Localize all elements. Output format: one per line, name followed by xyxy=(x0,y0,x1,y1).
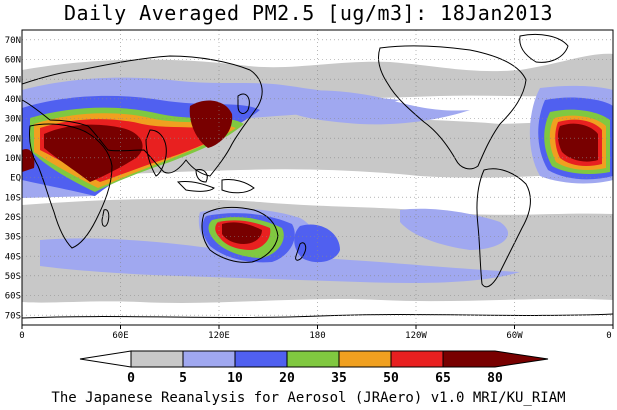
y-tick-label: 70N xyxy=(5,36,21,46)
colorbar-swatch xyxy=(234,350,288,368)
y-tick-label: 60S xyxy=(5,292,21,302)
colorbar-label: 5 xyxy=(179,371,187,386)
colorbar-swatch xyxy=(182,350,236,368)
y-tick-label: 50N xyxy=(5,75,21,85)
colorbar: 0 5 10 20 35 50 65 80 xyxy=(79,350,549,386)
x-tick-labels: 0 60E 120E 180 120W 60W 0 xyxy=(19,331,611,341)
y-tick-label: 60N xyxy=(5,56,21,66)
footer-credit: The Japanese Reanalysis for Aerosol (JRA… xyxy=(51,390,566,406)
colorbar-label: 35 xyxy=(331,371,347,386)
y-tick-label: 20N xyxy=(5,134,21,144)
colorbar-swatch xyxy=(390,350,444,368)
y-tick-label: 50S xyxy=(5,272,21,282)
colorbar-label: 50 xyxy=(383,371,399,386)
y-tick-label: 70S xyxy=(5,311,21,321)
x-tick-label: 0 xyxy=(19,331,24,341)
y-tick-label: 30S xyxy=(5,233,21,243)
x-tick-label: 0 xyxy=(606,331,611,341)
x-tick-label: 120W xyxy=(405,331,427,341)
y-tick-labels: 70N 60N 50N 40N 30N 20N 10N EQ 10S 20S 3… xyxy=(5,36,21,321)
colorbar-high-arrow xyxy=(442,350,549,368)
colorbar-swatch xyxy=(338,350,392,368)
colorbar-label: 0 xyxy=(127,371,135,386)
graticule xyxy=(22,30,613,325)
y-tick-label: EQ xyxy=(10,174,21,184)
x-tick-label: 120E xyxy=(208,331,230,341)
y-tick-label: 10S xyxy=(5,193,21,203)
x-tick-label: 180 xyxy=(309,331,325,341)
colorbar-label: 80 xyxy=(487,371,503,386)
x-tick-label: 60E xyxy=(112,331,128,341)
y-tick-label: 40S xyxy=(5,252,21,262)
y-tick-label: 20S xyxy=(5,213,21,223)
colorbar-label: 20 xyxy=(279,371,295,386)
y-tick-label: 30N xyxy=(5,115,21,125)
colorbar-label: 65 xyxy=(435,371,451,386)
colorbar-low-arrow xyxy=(79,350,132,368)
y-tick-label: 40N xyxy=(5,95,21,105)
x-tick-label: 60W xyxy=(506,331,523,341)
x-tick-marks xyxy=(21,325,614,329)
colorbar-swatch xyxy=(286,350,340,368)
pm25-level-above-80 xyxy=(22,100,598,244)
colorbar-label: 10 xyxy=(227,371,243,386)
map-title: Daily Averaged PM2.5 [ug/m3]: 18Jan2013 xyxy=(63,1,554,25)
y-tick-label: 10N xyxy=(5,154,21,164)
colorbar-swatch xyxy=(130,350,184,368)
colorbar-labels: 0 5 10 20 35 50 65 80 xyxy=(127,371,503,386)
